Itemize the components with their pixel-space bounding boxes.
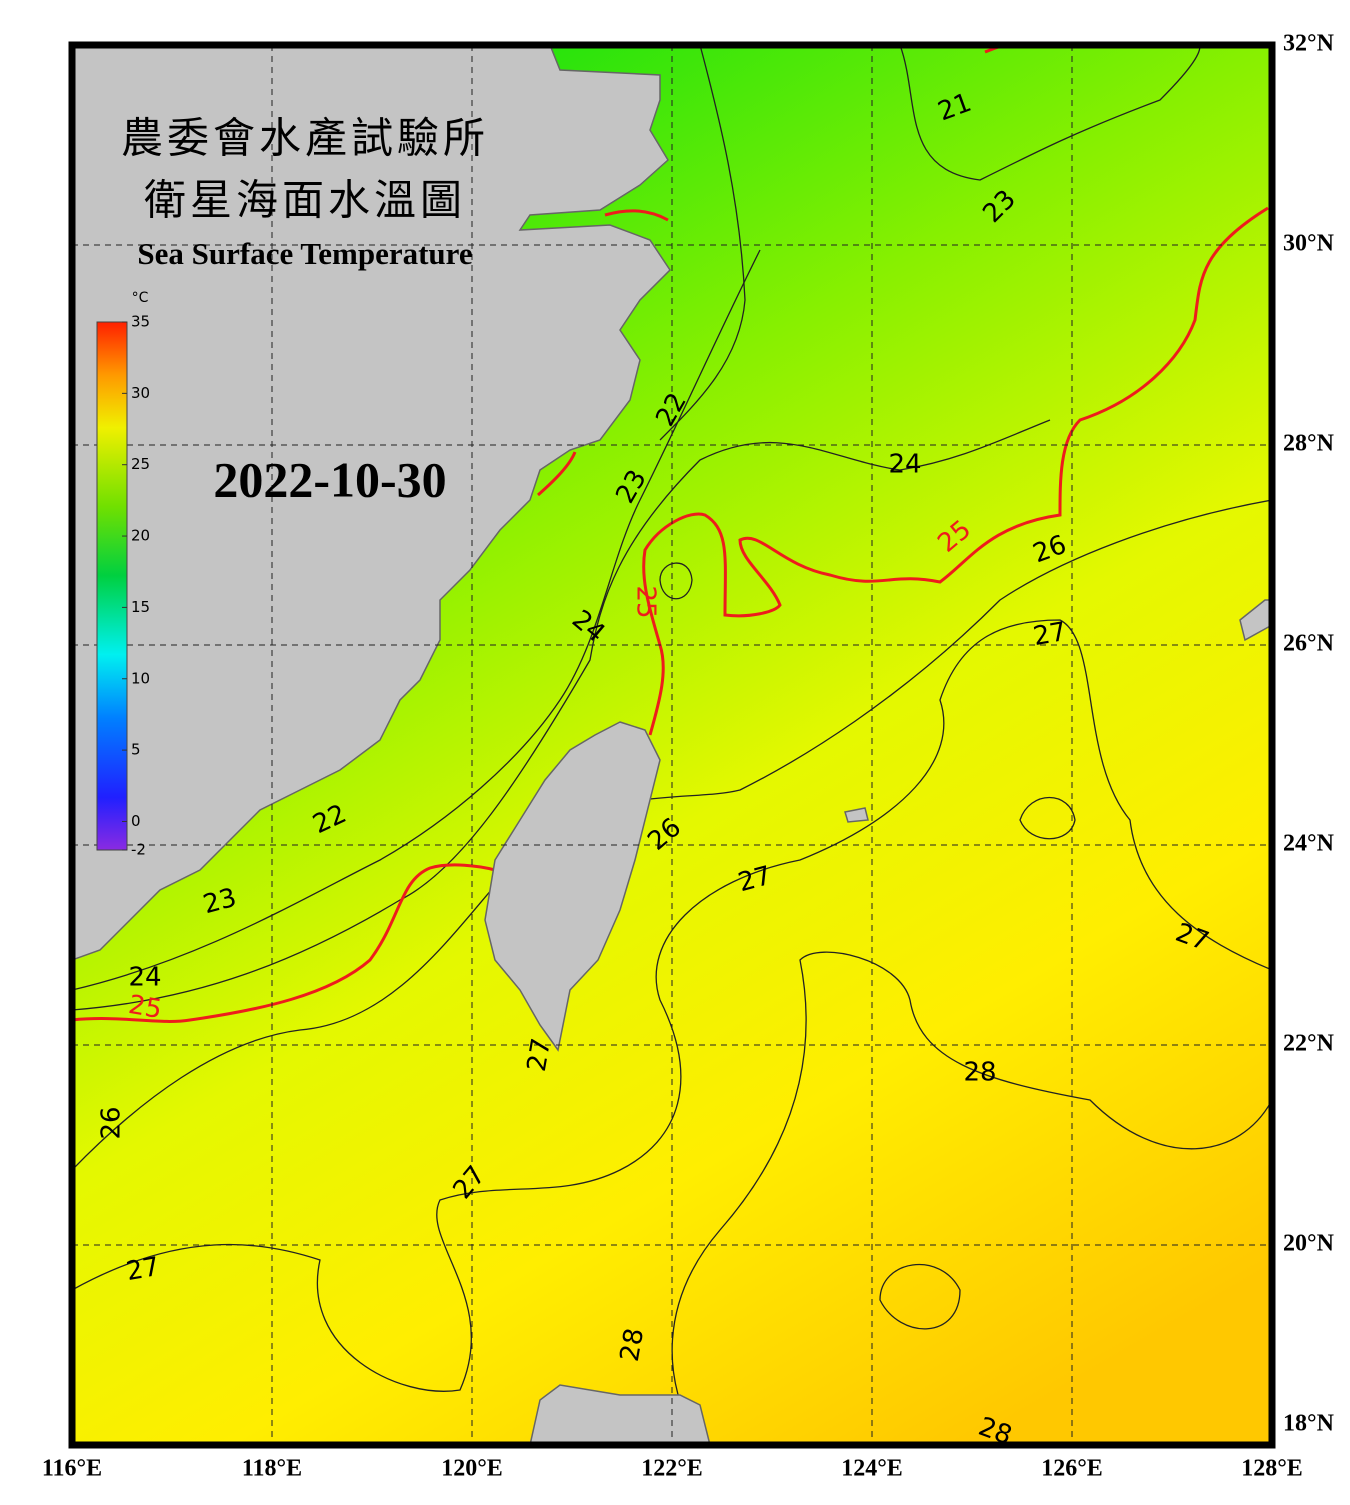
x-tick-label: 120°E	[441, 1456, 503, 1482]
y-tick-label: 20°N	[1283, 1231, 1335, 1257]
contour-label: 27	[522, 1036, 557, 1074]
colorbar-tick-label: -2	[131, 841, 146, 859]
grid	[72, 45, 1272, 1445]
subtitle: Sea Surface Temperature	[137, 236, 472, 271]
map-frame	[68, 41, 1276, 1449]
x-tick-label: 126°E	[1041, 1456, 1103, 1482]
x-tick-label: 128°E	[1241, 1456, 1303, 1482]
colorbar-tick-label: 30	[131, 384, 150, 402]
y-tick-label: 18°N	[1283, 1411, 1335, 1437]
x-tick-label: 122°E	[641, 1456, 703, 1482]
y-tick-label: 32°N	[1283, 31, 1335, 57]
contour-label: 28	[615, 1326, 650, 1364]
x-tick-label: 116°E	[42, 1456, 102, 1482]
colorbar-tick-label: 5	[131, 741, 141, 759]
title-line1: 農委會水產試驗所	[121, 116, 489, 163]
colorbar-tick-label: 20	[131, 527, 150, 545]
colorbar-ticks: 35 30 25 20 15 10 5 0 -2	[122, 313, 150, 859]
contour-label: 27	[1031, 617, 1069, 652]
y-tick-label: 26°N	[1283, 631, 1335, 657]
title-line2: 衛星海面水溫圖	[144, 179, 466, 225]
contour-label: 27	[124, 1252, 162, 1287]
y-tick-label: 30°N	[1283, 231, 1335, 257]
y-tick-label: 28°N	[1283, 431, 1335, 457]
y-tick-label: 24°N	[1283, 831, 1335, 857]
colorbar-tick-label: 35	[131, 313, 150, 331]
x-tick-label: 118°E	[242, 1456, 302, 1482]
colorbar-tick-label: 15	[131, 598, 150, 616]
contour-label: 25	[631, 585, 661, 618]
contour-label: 24	[128, 963, 161, 993]
colorbar-tick-label: 25	[131, 455, 150, 473]
colorbar-unit: °C	[132, 290, 149, 306]
axes: 116°E 118°E 120°E 122°E 124°E 126°E 128°E 32°N 3…	[42, 31, 1335, 1482]
contour-label: 25	[126, 990, 164, 1025]
x-tick-label: 124°E	[841, 1456, 903, 1482]
y-tick-label: 22°N	[1283, 1031, 1335, 1057]
contour-label: 24	[888, 450, 921, 480]
colorbar	[96, 321, 128, 851]
isotherms	[72, 45, 1272, 1445]
date: 2022-10-30	[213, 451, 446, 507]
contour-label: 28	[963, 1058, 996, 1088]
contour-label: 26	[97, 1106, 127, 1139]
colorbar-tick-label: 0	[131, 812, 141, 830]
land	[72, 45, 1272, 1445]
colorbar-tick-label: 10	[131, 669, 150, 687]
